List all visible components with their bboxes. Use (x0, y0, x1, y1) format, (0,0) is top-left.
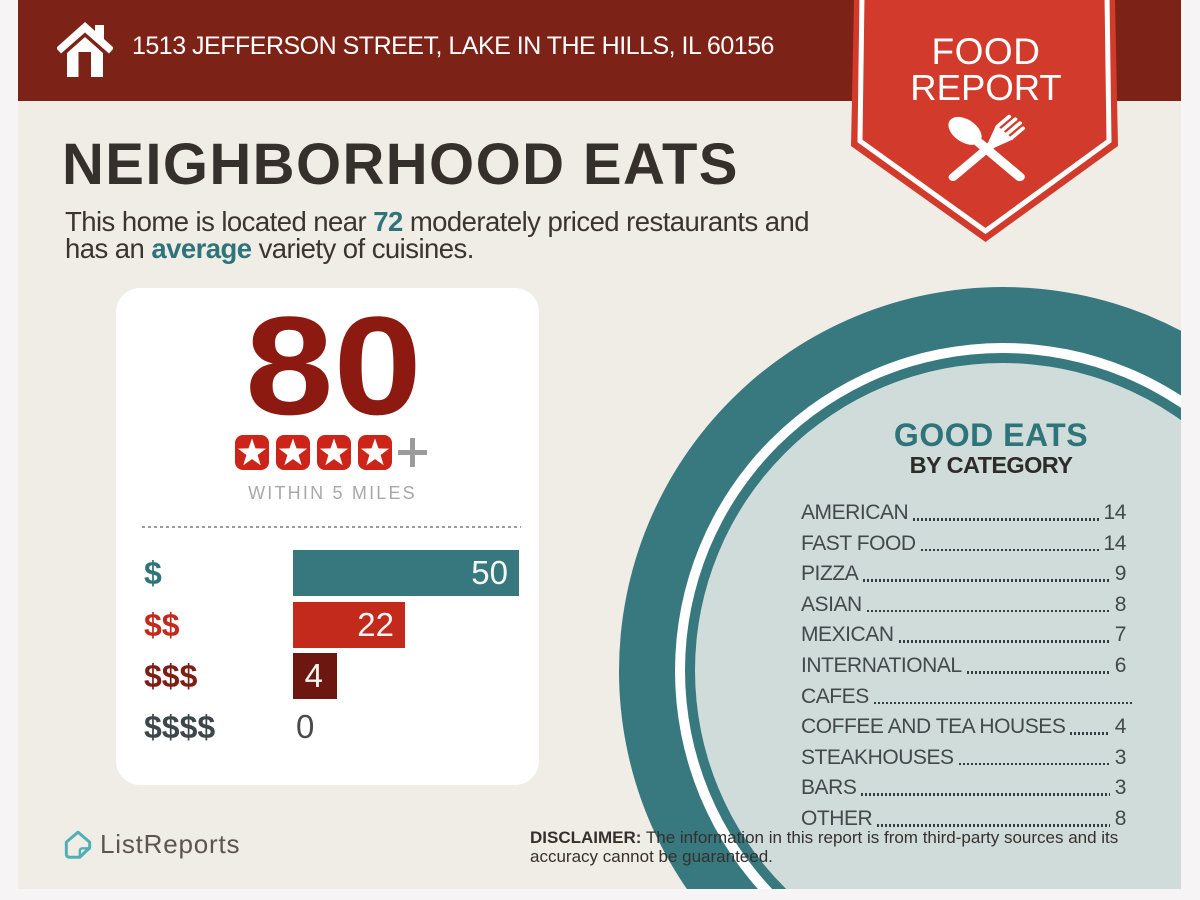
svg-text:FOOD: FOOD (932, 31, 1041, 72)
svg-text:REPORT: REPORT (910, 67, 1061, 108)
